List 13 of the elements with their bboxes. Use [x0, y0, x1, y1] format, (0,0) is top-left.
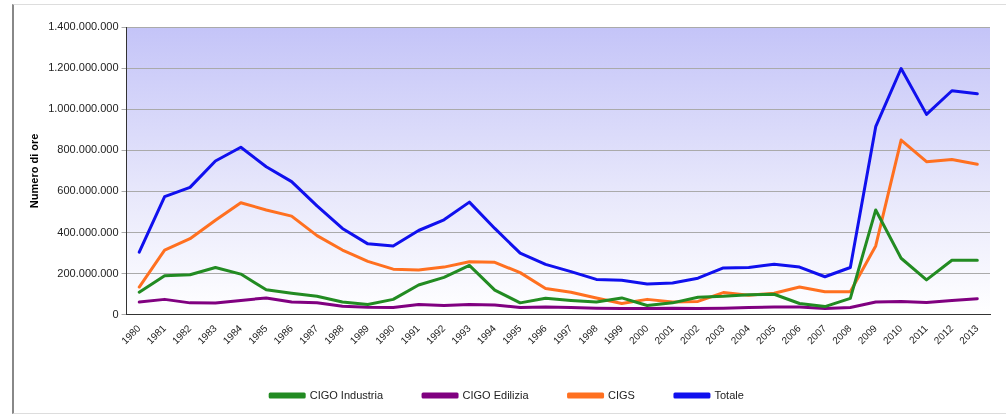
legend-label: CIGO Edilizia — [462, 388, 530, 401]
y-tick-label: 0 — [112, 307, 119, 320]
legend-label: CIGO Industria — [309, 388, 384, 401]
y-tick-label: 200.000.000 — [57, 266, 119, 279]
y-tick-label: 600.000.000 — [57, 184, 119, 197]
y-tick-label: 400.000.000 — [57, 225, 119, 238]
y-tick-label: 800.000.000 — [57, 143, 119, 156]
y-tick-label: 1.000.000.000 — [48, 102, 119, 115]
y-tick-label: 1.400.000.000 — [48, 20, 119, 33]
legend-label: CIGS — [608, 388, 635, 401]
legend-label: Totale — [714, 388, 744, 401]
y-axis-title: Numero di ore — [27, 133, 40, 209]
y-tick-label: 1.200.000.000 — [48, 61, 119, 74]
